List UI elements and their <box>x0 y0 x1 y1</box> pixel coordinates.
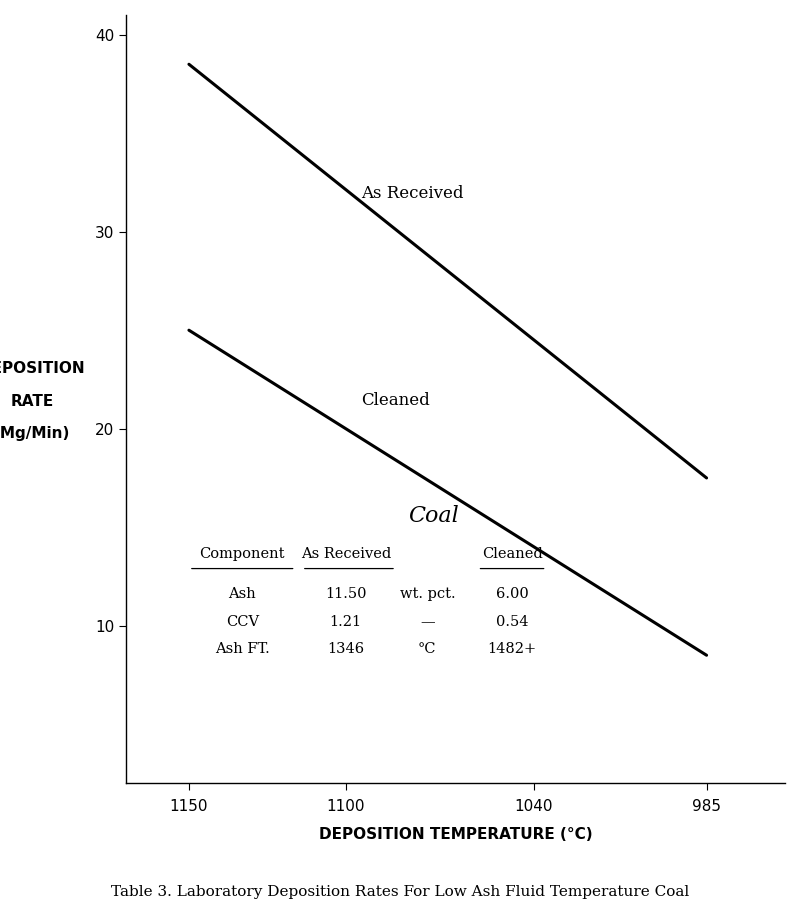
Text: wt. pct.: wt. pct. <box>399 587 455 601</box>
Text: 1.21: 1.21 <box>330 615 362 629</box>
Text: Cleaned: Cleaned <box>362 392 430 409</box>
Text: (Mg/Min): (Mg/Min) <box>0 426 70 441</box>
Text: Table 3. Laboratory Deposition Rates For Low Ash Fluid Temperature Coal: Table 3. Laboratory Deposition Rates For… <box>111 885 689 900</box>
Text: 6.00: 6.00 <box>496 587 529 601</box>
Text: °C: °C <box>418 643 437 656</box>
Text: 1482+: 1482+ <box>487 643 537 656</box>
Text: 0.54: 0.54 <box>496 615 528 629</box>
Text: 1346: 1346 <box>327 643 364 656</box>
Text: Component: Component <box>199 547 285 561</box>
Text: As Received: As Received <box>301 547 391 561</box>
Text: Ash: Ash <box>228 587 256 601</box>
Text: CCV: CCV <box>226 615 259 629</box>
Text: 11.50: 11.50 <box>325 587 366 601</box>
Text: As Received: As Received <box>362 185 464 202</box>
X-axis label: DEPOSITION TEMPERATURE (°C): DEPOSITION TEMPERATURE (°C) <box>318 827 593 843</box>
Text: Cleaned: Cleaned <box>482 547 542 561</box>
Text: RATE: RATE <box>10 394 54 408</box>
Text: Coal: Coal <box>408 505 459 527</box>
Text: Ash FT.: Ash FT. <box>215 643 270 656</box>
Text: DEPOSITION: DEPOSITION <box>0 361 85 376</box>
Text: —: — <box>420 615 434 629</box>
